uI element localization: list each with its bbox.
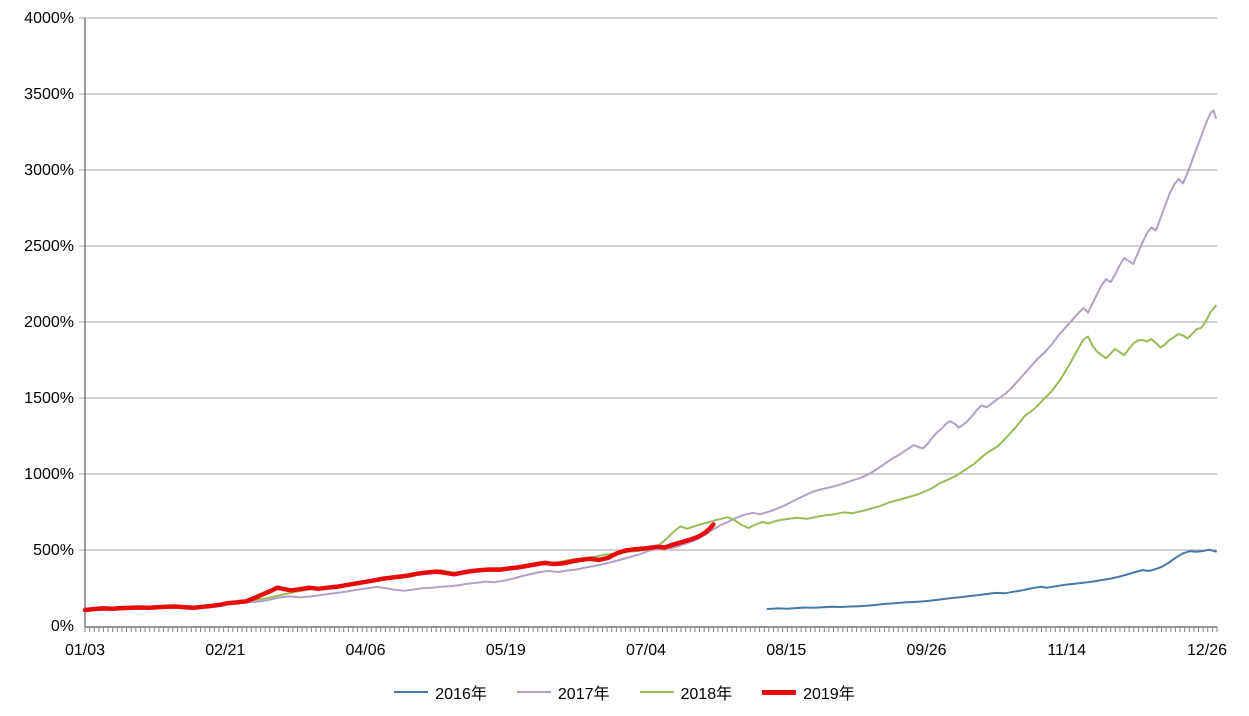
y-axis-tick-label: 3500% bbox=[24, 86, 74, 103]
y-axis-tick-label: 1500% bbox=[24, 390, 74, 407]
x-axis-tick-label: 05/19 bbox=[486, 642, 526, 659]
x-axis-tick-label: 01/03 bbox=[65, 642, 105, 659]
y-axis-tick-label: 1000% bbox=[24, 466, 74, 483]
legend-label-2018: 2018年 bbox=[680, 686, 733, 703]
x-axis-tick-label: 02/21 bbox=[205, 642, 245, 659]
x-axis-tick-label: 08/15 bbox=[766, 642, 806, 659]
legend-line-swatch-2017 bbox=[516, 691, 551, 693]
y-axis-tick-label: 500% bbox=[33, 542, 74, 559]
x-axis-tick-label: 04/06 bbox=[345, 642, 385, 659]
series-line-2016年 bbox=[766, 548, 1217, 610]
series-line-2019年 bbox=[82, 522, 716, 613]
x-axis-tick-label: 09/26 bbox=[906, 642, 946, 659]
y-axis-tick-label: 3000% bbox=[24, 162, 74, 179]
y-axis-tick-label: 2500% bbox=[24, 238, 74, 255]
legend-item-2019: 2019年 bbox=[762, 680, 855, 704]
legend-line-swatch-2019 bbox=[762, 689, 797, 695]
legend-item-2016: 2016年 bbox=[394, 680, 487, 704]
y-axis-tick-label: 0% bbox=[51, 618, 74, 635]
chart-legend: 2016年 2017年 2018年 2019年 bbox=[0, 680, 1249, 704]
legend-line-swatch-2018 bbox=[639, 691, 674, 693]
legend-item-2018: 2018年 bbox=[639, 680, 733, 704]
legend-label-2019: 2019年 bbox=[803, 686, 855, 703]
y-axis-tick-label: 2000% bbox=[24, 314, 74, 331]
legend-label-2017: 2017年 bbox=[557, 686, 610, 703]
y-axis-tick-label: 4000% bbox=[24, 10, 74, 27]
legend-label-2016: 2016年 bbox=[435, 686, 487, 703]
x-axis-tick-label: 07/04 bbox=[626, 642, 666, 659]
series-line-2017年 bbox=[84, 109, 1217, 612]
x-axis-tick-label: 12/26 bbox=[1187, 642, 1227, 659]
legend-line-swatch-2016 bbox=[394, 691, 429, 693]
legend-item-2017: 2017年 bbox=[516, 680, 610, 704]
x-axis-tick-label: 11/14 bbox=[1047, 642, 1086, 659]
